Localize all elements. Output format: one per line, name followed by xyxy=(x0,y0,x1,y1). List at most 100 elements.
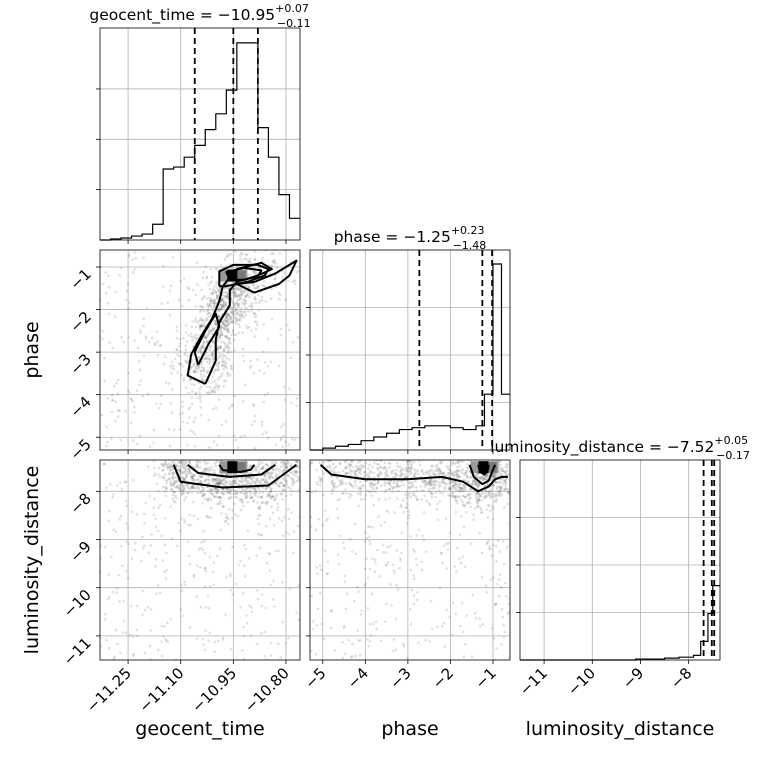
scatter-point xyxy=(208,467,211,471)
scatter-point xyxy=(180,482,183,486)
scatter-point xyxy=(187,416,191,420)
scatter-point xyxy=(405,475,409,479)
scatter-point xyxy=(276,483,280,487)
scatter-point xyxy=(229,482,233,486)
scatter-point xyxy=(172,473,175,477)
scatter-point xyxy=(477,499,481,502)
scatter-point xyxy=(504,482,508,485)
scatter-point xyxy=(226,313,230,316)
scatter-point xyxy=(278,456,281,459)
scatter-point xyxy=(263,481,267,484)
scatter-point xyxy=(494,658,497,660)
scatter-point xyxy=(359,469,362,473)
scatter-point xyxy=(170,366,174,369)
scatter-point xyxy=(145,306,149,310)
xtick-label-phase: −1 xyxy=(471,664,499,692)
scatter-point xyxy=(157,506,160,510)
scatter-point xyxy=(378,470,382,473)
scatter-point xyxy=(261,466,265,469)
scatter-point xyxy=(377,497,381,501)
scatter-point xyxy=(166,467,170,471)
scatter-point xyxy=(225,320,228,323)
scatter-point xyxy=(413,472,417,476)
scatter-point xyxy=(206,333,210,336)
scatter-point xyxy=(290,454,293,457)
scatter-point xyxy=(361,465,365,469)
scatter-point xyxy=(413,468,416,471)
scatter-point xyxy=(216,338,220,341)
scatter-point xyxy=(510,480,513,483)
scatter-point xyxy=(212,561,216,565)
scatter-point xyxy=(358,465,362,468)
scatter-point xyxy=(119,266,123,270)
scatter-point xyxy=(201,344,205,347)
scatter-point xyxy=(138,329,142,332)
scatter-point xyxy=(232,319,236,323)
scatter-point xyxy=(369,469,372,473)
scatter-point xyxy=(166,621,169,625)
scatter-point xyxy=(120,487,124,491)
scatter-point xyxy=(225,472,228,476)
scatter-point xyxy=(183,353,186,357)
scatter-point xyxy=(183,580,186,584)
scatter-point xyxy=(214,291,218,294)
scatter-point xyxy=(402,642,405,646)
scatter-point xyxy=(202,270,205,274)
scatter-point xyxy=(368,535,371,538)
scatter-point xyxy=(315,565,319,569)
scatter-point xyxy=(475,494,478,498)
scatter-point xyxy=(186,456,189,459)
scatter-point xyxy=(171,456,174,459)
scatter-point xyxy=(141,395,145,398)
scatter-point xyxy=(472,480,475,483)
scatter-point xyxy=(244,301,248,305)
scatter-point xyxy=(454,487,458,491)
scatter-point xyxy=(252,269,256,273)
scatter-point xyxy=(172,452,175,455)
scatter-point xyxy=(172,476,175,479)
scatter-point xyxy=(298,515,300,519)
scatter-point xyxy=(215,322,218,326)
scatter-point xyxy=(218,495,221,499)
scatter-point xyxy=(229,252,233,256)
scatter-point xyxy=(239,293,242,296)
scatter-point xyxy=(197,365,201,368)
scatter-point xyxy=(264,658,268,660)
scatter-point xyxy=(454,483,458,487)
scatter-point xyxy=(176,371,180,374)
scatter-point xyxy=(506,490,510,494)
scatter-point xyxy=(493,475,497,478)
scatter-point xyxy=(153,466,156,470)
scatter-point xyxy=(257,308,260,312)
scatter-point xyxy=(226,327,230,330)
scatter-point xyxy=(136,346,140,350)
density-peak xyxy=(227,461,238,474)
scatter-point xyxy=(454,482,457,485)
scatter-point xyxy=(332,485,336,488)
scatter-point xyxy=(217,398,221,401)
scatter-point xyxy=(214,379,217,382)
xtick-label-phase: −5 xyxy=(301,664,329,692)
scatter-point xyxy=(244,383,247,387)
scatter-point xyxy=(225,516,229,519)
scatter-point xyxy=(409,465,413,469)
scatter-point xyxy=(381,543,385,547)
scatter-point xyxy=(287,485,290,489)
scatter-point xyxy=(274,462,277,465)
scatter-point xyxy=(225,282,229,286)
scatter-point xyxy=(408,481,411,484)
scatter-point xyxy=(495,487,499,491)
scatter-point xyxy=(269,471,272,475)
scatter-point xyxy=(203,492,206,496)
scatter-point xyxy=(283,489,287,492)
scatter-point xyxy=(204,354,207,357)
scatter-point xyxy=(342,626,346,630)
scatter-point xyxy=(202,341,206,345)
scatter-point xyxy=(272,524,276,527)
scatter-point xyxy=(165,551,168,555)
scatter-point xyxy=(387,461,391,465)
scatter-point xyxy=(452,484,455,488)
scatter-point xyxy=(399,484,402,488)
scatter-point xyxy=(442,471,445,475)
scatter-point xyxy=(239,251,243,255)
